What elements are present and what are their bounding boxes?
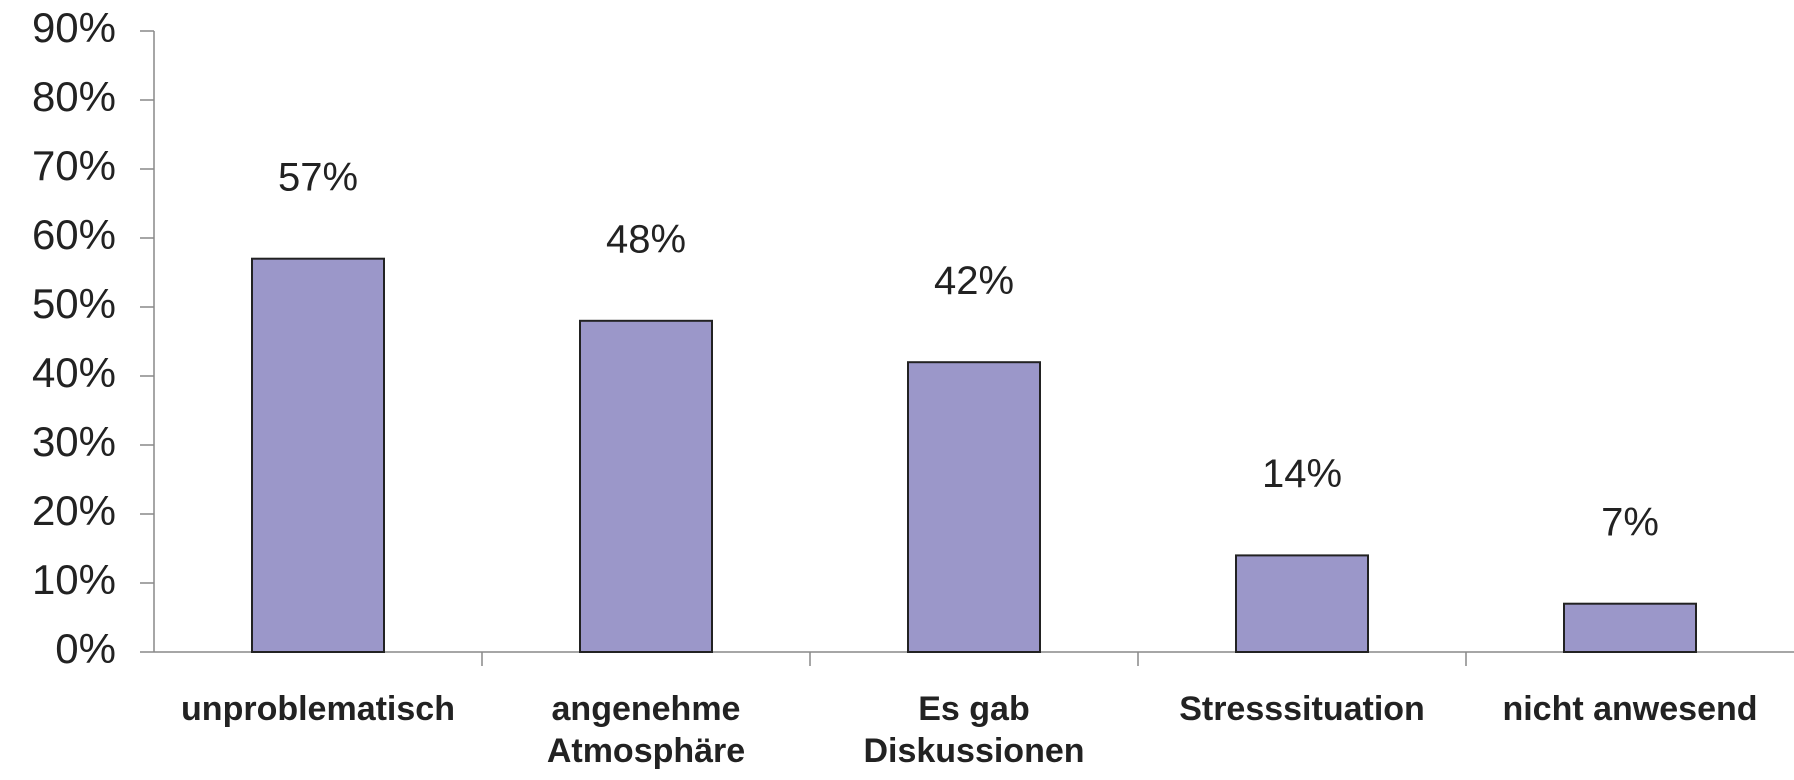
- bar: [1235, 554, 1369, 654]
- x-tick-label: Atmosphäre: [547, 732, 745, 770]
- value-label: 7%: [1601, 500, 1659, 544]
- bar: [579, 319, 713, 653]
- bar: [1563, 602, 1697, 654]
- y-tick-label: 0%: [55, 625, 116, 672]
- y-tick-label: 50%: [32, 280, 116, 327]
- y-tick-label: 80%: [32, 73, 116, 120]
- x-tick-label: Es gab: [918, 690, 1029, 728]
- y-tick-label: 30%: [32, 418, 116, 465]
- value-label: 14%: [1262, 452, 1342, 496]
- x-tick-label: Diskussionen: [863, 732, 1084, 770]
- y-tick-label: 40%: [32, 349, 116, 396]
- y-tick-label: 60%: [32, 211, 116, 258]
- y-tick-label: 10%: [32, 556, 116, 603]
- x-tick-label: nicht anwesend: [1502, 690, 1757, 728]
- x-tick-label: angenehme: [552, 690, 741, 728]
- y-tick-label: 70%: [32, 142, 116, 189]
- y-tick-label: 90%: [32, 4, 116, 51]
- value-label: 57%: [278, 155, 358, 199]
- x-tick-label: unproblematisch: [181, 690, 455, 728]
- y-tick-label: 20%: [32, 487, 116, 534]
- bar: [907, 361, 1041, 653]
- bar: [251, 257, 385, 653]
- x-tick-label: Stresssituation: [1179, 690, 1425, 728]
- value-label: 42%: [934, 259, 1014, 303]
- value-label: 48%: [606, 217, 686, 261]
